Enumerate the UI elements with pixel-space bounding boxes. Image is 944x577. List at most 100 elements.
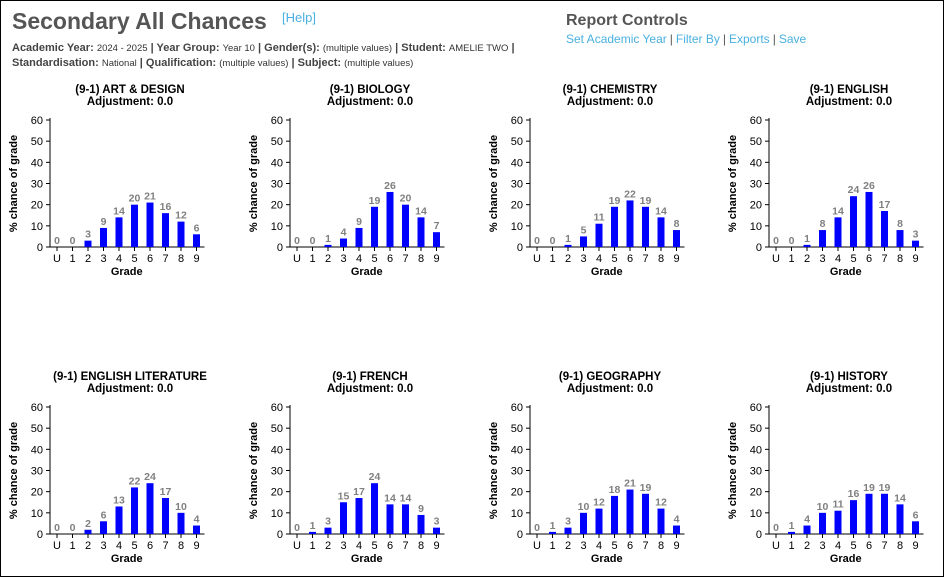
y-tick-label: 20 xyxy=(511,487,523,499)
x-tick-label: 1 xyxy=(788,253,794,265)
bar xyxy=(162,213,169,247)
bar xyxy=(131,204,138,247)
data-label: 4 xyxy=(194,514,200,526)
data-label: 0 xyxy=(534,522,540,534)
genders-label: Gender(s): xyxy=(264,42,320,54)
x-tick-label: U xyxy=(533,540,541,552)
x-axis-title: Grade xyxy=(351,553,383,565)
x-tick-label: 6 xyxy=(387,540,393,552)
chart-subtitle: Adjustment: 0.0 xyxy=(87,96,173,108)
data-label: 0 xyxy=(54,522,60,534)
y-tick-label: 40 xyxy=(511,157,523,169)
x-tick-label: 3 xyxy=(100,253,106,265)
y-tick-label: 30 xyxy=(511,466,523,478)
bar xyxy=(193,525,200,534)
x-tick-label: 9 xyxy=(673,253,679,265)
y-tick-label: 40 xyxy=(750,157,762,169)
x-tick-label: 4 xyxy=(116,253,122,265)
y-tick-label: 40 xyxy=(750,444,762,456)
bar xyxy=(834,217,842,247)
x-tick-label: 4 xyxy=(596,253,602,265)
x-tick-label: U xyxy=(53,540,61,552)
exports-link[interactable]: Exports xyxy=(729,32,770,46)
x-tick-label: 8 xyxy=(418,540,424,552)
help-link[interactable]: [Help] xyxy=(282,10,316,25)
data-label: 24 xyxy=(369,471,381,483)
data-label: 2 xyxy=(85,518,91,530)
y-tick-label: 40 xyxy=(31,157,43,169)
chart-title: (9-1) ART & DESIGN xyxy=(75,84,184,96)
bar xyxy=(626,200,634,247)
bar xyxy=(819,512,826,534)
x-tick-label: 2 xyxy=(565,540,571,552)
data-label: 14 xyxy=(655,205,667,217)
x-tick-label: U xyxy=(772,253,780,265)
bar xyxy=(309,531,316,534)
data-label: 10 xyxy=(578,501,590,513)
x-tick-label: 2 xyxy=(85,540,91,552)
y-axis-title: % chance of grade xyxy=(8,135,20,232)
x-axis-title: Grade xyxy=(830,266,862,278)
y-tick-label: 60 xyxy=(511,115,523,127)
data-label: 0 xyxy=(70,235,76,247)
bar xyxy=(417,514,425,534)
bar xyxy=(564,527,572,534)
data-label: 1 xyxy=(310,520,316,532)
x-tick-label: 3 xyxy=(100,540,106,552)
x-tick-label: 9 xyxy=(912,540,918,552)
filter-by-link[interactable]: Filter By xyxy=(675,32,720,46)
y-tick-label: 0 xyxy=(517,529,523,541)
x-tick-label: 4 xyxy=(835,253,841,265)
data-label: 7 xyxy=(434,220,440,232)
set-academic-year-link[interactable]: Set Academic Year xyxy=(566,32,667,46)
bar xyxy=(386,191,394,247)
x-tick-label: 6 xyxy=(866,540,872,552)
x-tick-label: 2 xyxy=(325,253,331,265)
y-tick-label: 50 xyxy=(750,136,762,148)
data-label: 0 xyxy=(534,235,540,247)
genders-value: (multiple values) xyxy=(322,43,393,54)
data-label: 19 xyxy=(609,195,621,207)
x-axis-title: Grade xyxy=(591,553,623,565)
chart-subtitle: Adjustment: 0.0 xyxy=(806,96,892,108)
x-tick-label: U xyxy=(772,540,780,552)
x-tick-label: 9 xyxy=(912,253,918,265)
y-tick-label: 10 xyxy=(31,508,43,520)
data-label: 0 xyxy=(773,522,779,534)
bar xyxy=(580,512,587,534)
chart-subtitle: Adjustment: 0.0 xyxy=(327,96,413,108)
save-link[interactable]: Save xyxy=(778,32,807,46)
bar xyxy=(84,529,92,534)
chart-subtitle: Adjustment: 0.0 xyxy=(87,383,173,395)
chart-title: (9-1) HISTORY xyxy=(810,371,888,383)
chart-title: (9-1) GEOGRAPHY xyxy=(559,371,662,383)
x-tick-label: 6 xyxy=(387,253,393,265)
x-tick-label: 3 xyxy=(819,253,825,265)
bar xyxy=(433,232,440,247)
data-label: 10 xyxy=(175,501,187,513)
bar xyxy=(657,217,665,247)
bar xyxy=(580,236,587,247)
bar xyxy=(84,240,92,247)
qualification-label: Qualification: xyxy=(145,57,217,69)
x-tick-label: 3 xyxy=(340,540,346,552)
data-label: 4 xyxy=(674,514,680,526)
y-tick-label: 60 xyxy=(750,115,762,127)
y-tick-label: 60 xyxy=(31,115,43,127)
data-label: 1 xyxy=(325,233,331,245)
y-tick-label: 0 xyxy=(37,242,43,254)
y-tick-label: 20 xyxy=(750,487,762,499)
y-tick-label: 60 xyxy=(271,402,283,414)
data-label: 19 xyxy=(369,195,381,207)
x-tick-label: 5 xyxy=(371,540,377,552)
chart-subtitle: Adjustment: 0.0 xyxy=(567,383,653,395)
data-label: 24 xyxy=(144,471,156,483)
data-label: 0 xyxy=(310,235,316,247)
data-label: 8 xyxy=(897,218,903,230)
data-label: 16 xyxy=(160,201,172,213)
y-tick-label: 10 xyxy=(511,508,523,520)
bar xyxy=(657,508,665,534)
